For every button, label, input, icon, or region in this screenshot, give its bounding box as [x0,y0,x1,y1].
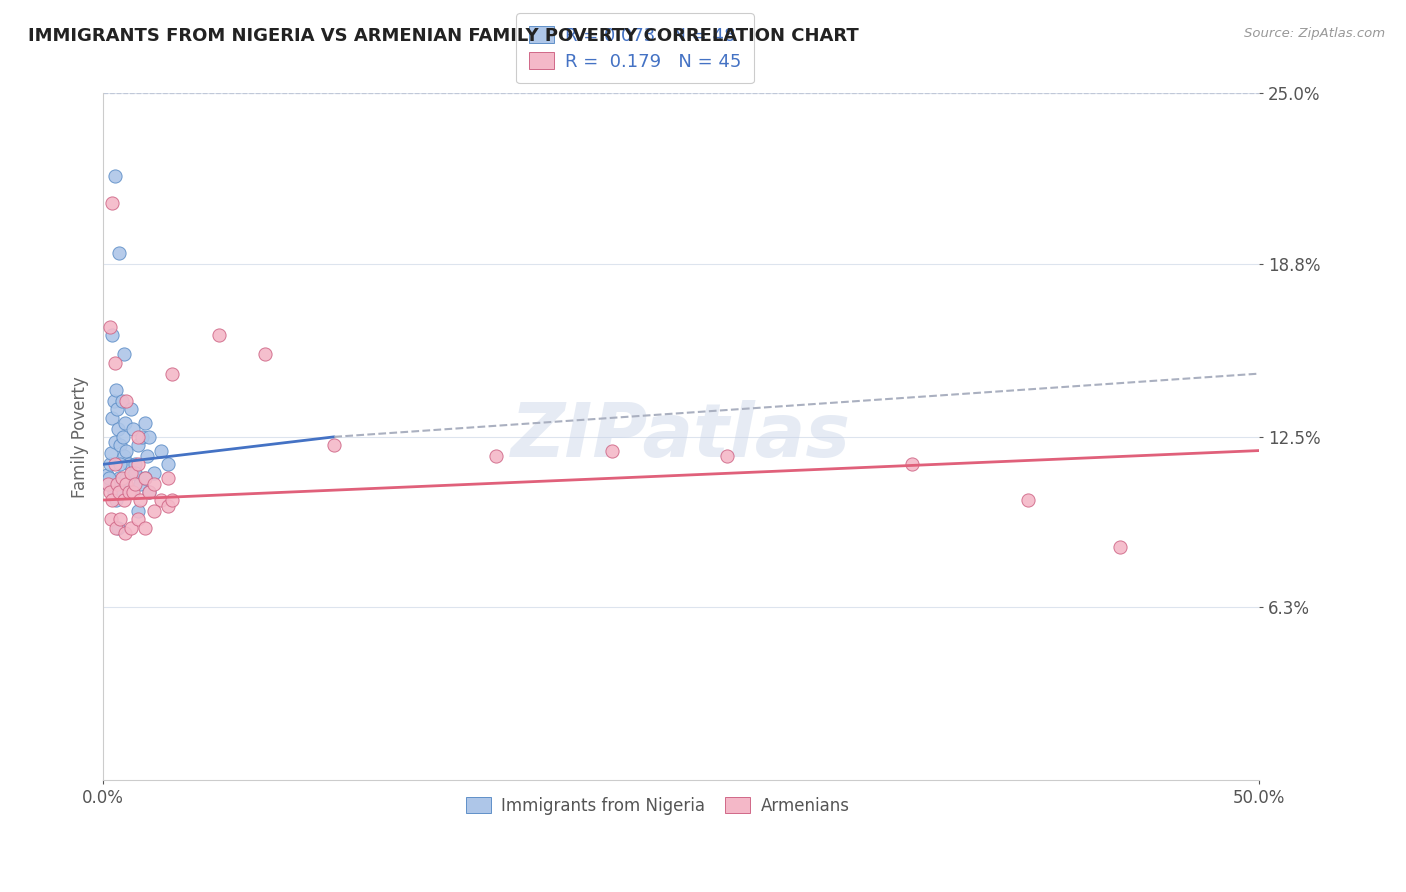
Point [97,471,120,485]
Point [114,526,136,541]
Point [115,443,138,458]
Point [138,430,160,444]
Point [110,512,132,526]
Point [129,476,152,491]
Point [134,416,156,430]
Point [115,394,138,409]
Point [1017,493,1039,508]
Point [120,402,142,417]
Y-axis label: Family Poverty: Family Poverty [72,376,89,498]
Point [901,458,924,472]
Point [156,458,179,472]
Point [156,499,179,513]
Point [111,471,134,485]
Point [129,493,152,508]
Point [104,383,127,397]
Point [122,484,145,499]
Point [98,458,121,472]
Point [134,471,156,485]
Point [96,468,118,483]
Point [111,394,134,409]
Point [107,476,129,491]
Point [98,320,121,334]
Point [108,471,131,485]
Point [103,484,125,499]
Point [112,493,135,508]
Point [136,449,159,463]
Point [143,504,166,518]
Point [98,484,121,499]
Point [162,493,184,508]
Point [1109,540,1132,554]
Point [131,430,153,444]
Text: ZIPatlas: ZIPatlas [512,401,851,474]
Point [107,520,129,534]
Point [101,328,124,343]
Text: Source: ZipAtlas.com: Source: ZipAtlas.com [1244,27,1385,40]
Point [110,438,132,452]
Point [101,196,124,211]
Point [127,504,149,518]
Point [108,484,131,499]
Point [149,443,172,458]
Point [323,438,346,452]
Point [122,421,145,435]
Point [162,367,184,381]
Point [120,484,142,499]
Point [134,520,156,534]
Point [100,512,122,526]
Point [105,402,128,417]
Point [101,410,124,425]
Point [104,520,127,534]
Point [117,484,139,499]
Point [208,328,231,343]
Point [716,449,738,463]
Point [115,476,138,491]
Point [103,394,125,409]
Point [127,458,149,472]
Point [104,169,127,183]
Point [127,438,149,452]
Point [143,476,166,491]
Point [107,421,129,435]
Point [104,458,127,472]
Point [110,458,132,472]
Point [124,458,146,472]
Point [127,512,149,526]
Point [138,484,160,499]
Point [112,449,135,463]
Point [111,430,134,444]
Point [100,446,122,460]
Legend: Immigrants from Nigeria, Armenians: Immigrants from Nigeria, Armenians [458,789,858,823]
Point [120,466,142,480]
Point [127,430,149,444]
Point [105,476,128,491]
Point [600,443,623,458]
Point [97,476,120,491]
Point [124,466,146,480]
Point [112,347,135,361]
Text: IMMIGRANTS FROM NIGERIA VS ARMENIAN FAMILY POVERTY CORRELATION CHART: IMMIGRANTS FROM NIGERIA VS ARMENIAN FAMI… [28,27,859,45]
Point [97,476,120,491]
Point [108,245,131,260]
Point [104,356,127,370]
Point [111,484,134,499]
Point [124,476,146,491]
Point [115,471,138,485]
Point [101,493,124,508]
Point [485,449,508,463]
Point [253,347,276,361]
Point [156,471,179,485]
Point [114,416,136,430]
Point [134,471,156,485]
Point [129,471,152,485]
Point [138,484,160,499]
Point [143,466,166,480]
Point [104,493,127,508]
Point [149,493,172,508]
Point [104,435,127,450]
Point [120,520,142,534]
Point [117,458,139,472]
